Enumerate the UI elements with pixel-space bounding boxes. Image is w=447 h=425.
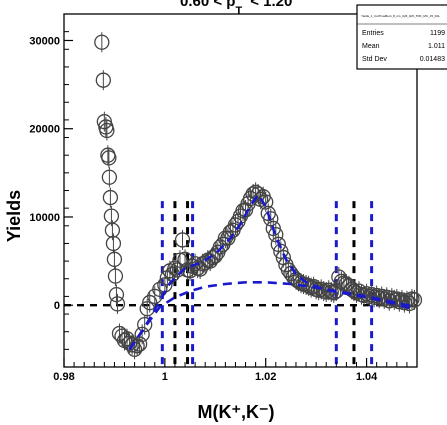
data-marker — [202, 253, 218, 269]
data-marker — [124, 337, 140, 353]
axes: 0 10000 20000 30000 0.98 1 1.02 1.04 — [29, 13, 418, 383]
data-marker — [134, 326, 150, 342]
stats-box: Yields_1_CutTimeBent_8_nrs_0p5_0p5_TRK_M… — [356, 4, 447, 70]
data-marker — [137, 316, 153, 333]
data-marker — [212, 239, 228, 255]
header-title-sub: T — [235, 5, 242, 17]
data-marker — [207, 248, 223, 264]
header-title-tail: < 1.20 — [250, 0, 292, 10]
header-title-text: 0.60 < p — [180, 0, 235, 10]
y-tick-label: 0 — [54, 300, 60, 312]
data-point — [105, 233, 122, 254]
stats-entries-value: 1199 — [430, 30, 445, 37]
stats-mean-label: Mean — [362, 43, 380, 50]
data-marker — [95, 72, 111, 88]
x-tick-label: 0.98 — [53, 371, 74, 383]
data-marker — [101, 150, 117, 166]
data-point — [258, 191, 274, 212]
data-marker — [152, 281, 168, 297]
data-point — [369, 285, 385, 306]
data-marker — [366, 289, 382, 305]
data-point — [326, 282, 342, 303]
data-marker — [159, 270, 176, 286]
data-point — [94, 32, 110, 53]
data-marker — [346, 283, 362, 299]
data-point — [406, 289, 423, 310]
y-tick-label: 30000 — [29, 35, 60, 47]
data-marker — [106, 251, 123, 267]
x-axis-title: M(K⁺,K⁻) — [198, 402, 275, 422]
data-point — [108, 284, 125, 305]
stats-box-name: Yields_1_CutTimeBent_8_nrs_0p5_0p5_TRK_M… — [361, 14, 440, 18]
data-point — [268, 224, 284, 245]
y-axis-title: Yields — [4, 190, 24, 242]
data-marker — [102, 189, 119, 206]
stats-stddev-label: Std Dev — [362, 56, 387, 63]
data-point — [109, 293, 126, 314]
data-marker — [205, 249, 221, 266]
data-marker — [227, 217, 244, 233]
data-point — [102, 187, 119, 208]
data-marker — [343, 281, 360, 297]
data-point — [167, 258, 183, 279]
data-point — [227, 214, 244, 235]
data-marker — [263, 211, 279, 227]
data-point — [134, 324, 150, 345]
data-marker — [109, 296, 126, 312]
stats-box-frame — [356, 4, 447, 70]
data-marker — [107, 268, 124, 284]
data-point — [346, 281, 362, 302]
x-tick-label: 1.02 — [255, 371, 276, 383]
data-marker — [268, 226, 284, 243]
data-point — [107, 266, 124, 287]
data-marker — [305, 279, 322, 295]
data-marker — [396, 294, 413, 311]
fit-total-curve — [128, 192, 413, 351]
data-point — [137, 314, 153, 335]
x-tick-label: 1 — [162, 371, 168, 383]
data-point — [101, 147, 117, 168]
data-marker — [108, 286, 125, 303]
data-marker — [172, 252, 188, 268]
data-point — [172, 250, 188, 271]
data-point — [396, 292, 413, 313]
data-point — [106, 249, 123, 270]
data-marks — [94, 32, 423, 360]
data-marker — [406, 292, 423, 308]
data-marker — [326, 285, 342, 301]
data-point — [207, 245, 223, 266]
x-tick-label: 1.04 — [356, 371, 378, 383]
data-point — [343, 279, 360, 300]
data-marker — [369, 287, 385, 304]
data-marker — [381, 293, 397, 309]
y-tick-label: 10000 — [29, 212, 60, 224]
data-marker — [174, 232, 191, 248]
data-marker — [167, 260, 183, 276]
data-marker — [99, 122, 115, 139]
data-marker — [105, 235, 122, 252]
header-title: 0.60 < pT < 1.20 — [180, 0, 292, 17]
stats-stddev-value: 0.01483 — [420, 56, 445, 63]
data-point — [101, 167, 118, 188]
data-marker — [270, 236, 286, 252]
data-marker — [104, 222, 121, 238]
data-marker — [258, 194, 274, 210]
data-point — [95, 70, 111, 91]
stats-entries-label: Entries — [362, 30, 384, 37]
data-marker — [94, 34, 110, 50]
data-point — [174, 229, 191, 250]
data-point — [99, 120, 115, 141]
stats-mean-value: 1.011 — [428, 43, 445, 50]
data-marker — [101, 169, 118, 185]
y-tick-label: 20000 — [29, 124, 60, 136]
